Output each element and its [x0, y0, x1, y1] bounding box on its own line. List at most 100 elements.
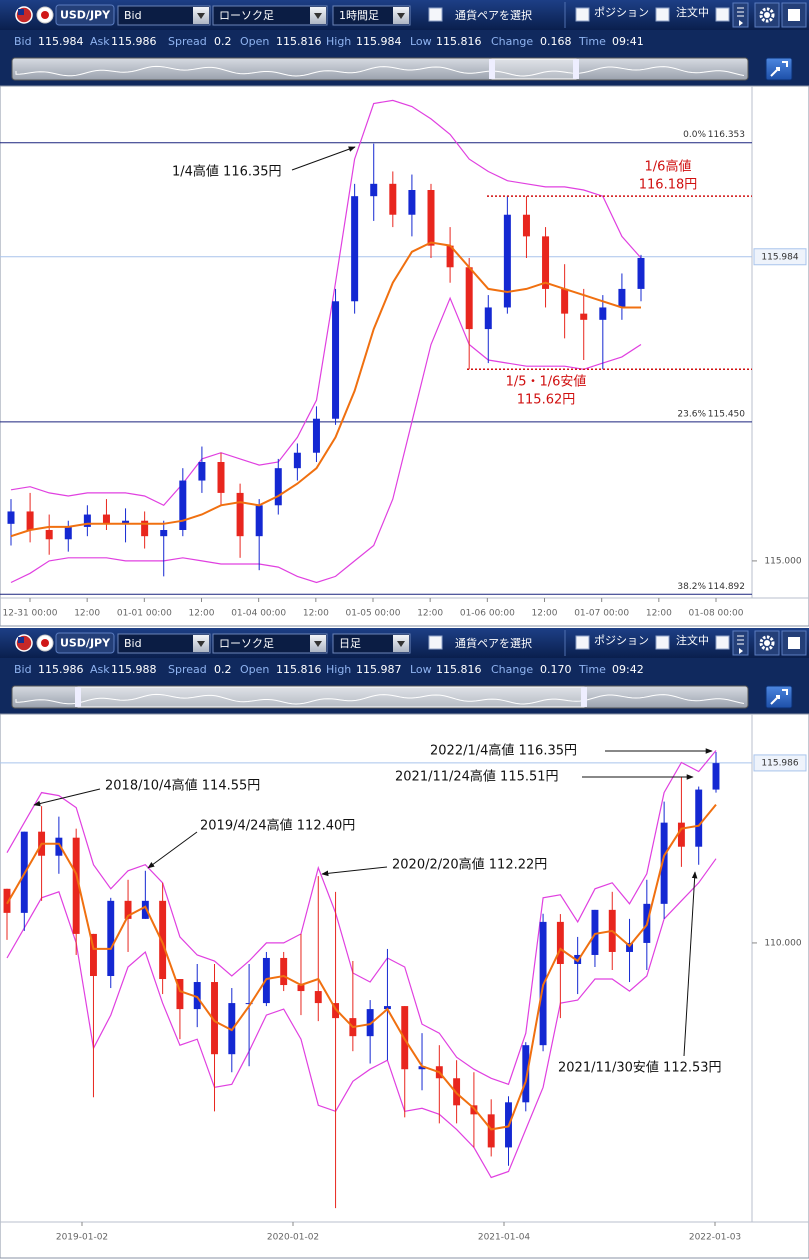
candle-body [599, 307, 607, 320]
moving-average [6, 803, 717, 1131]
x-tick-label: 2022-01-03 [689, 1233, 741, 1243]
dropdown[interactable] [212, 633, 328, 654]
quote-label: Open [240, 35, 269, 48]
quote-label: Open [240, 663, 269, 676]
dropdown-label: Bid [124, 637, 142, 650]
nav-handle[interactable] [75, 687, 81, 707]
checkbox-select-pair[interactable] [428, 635, 443, 650]
fib-value: 114.892 [708, 582, 745, 592]
candle-body [660, 822, 668, 904]
quote-label: Ask [90, 663, 110, 676]
dropdown[interactable] [332, 5, 411, 26]
pair-button[interactable] [55, 4, 115, 26]
x-tick-label: 12:00 [303, 609, 329, 619]
navigator[interactable] [11, 685, 749, 709]
chart: 12-31 00:00 12:00 01-01 00:00 12:00 01-04 00… [0, 85, 809, 627]
candle-body [383, 1006, 391, 1010]
dropdown-label: 1時間足 [339, 9, 379, 22]
candle-body [366, 1009, 374, 1037]
candle-body [198, 462, 206, 481]
chart-area [0, 85, 809, 627]
orders-label: 注文中 [676, 633, 709, 647]
navigator-window[interactable] [77, 686, 585, 708]
checkbox-extra[interactable] [715, 7, 730, 22]
candle-body [446, 245, 454, 268]
nav-handle[interactable] [573, 59, 579, 79]
candle-body [465, 267, 473, 330]
navigator[interactable] [11, 57, 749, 81]
candle-body [312, 418, 320, 453]
quote-value: 115.984 [356, 35, 402, 48]
candle-body [107, 900, 115, 977]
bollinger-lower [6, 858, 717, 1179]
gear [759, 635, 775, 651]
x-tick-label: 12-31 00:00 [3, 609, 58, 619]
checkbox-orders[interactable] [655, 7, 670, 22]
dropdown-arrow [397, 641, 405, 647]
checkbox-position[interactable] [575, 635, 590, 650]
dropdown[interactable] [117, 5, 211, 26]
nav-handle[interactable] [581, 687, 587, 707]
chart-area [0, 713, 809, 1259]
annotation: 2021/11/24高値 115.51円 [395, 769, 559, 785]
menu-caret [739, 648, 743, 654]
y-tick-label: 110.000 [764, 938, 801, 948]
last-price-box [753, 754, 807, 772]
window-icon [788, 637, 800, 649]
quote-value: 09:41 [612, 35, 644, 48]
quote-label: High [326, 35, 351, 48]
annotation-arrow [33, 788, 101, 807]
navigator-line [15, 65, 745, 77]
dropdown-label: Bid [124, 9, 142, 22]
x-tick-label: 2019-01-02 [56, 1233, 108, 1243]
checkbox-extra[interactable] [715, 635, 730, 650]
checkbox-position[interactable] [575, 7, 590, 22]
candle-body [637, 258, 645, 289]
annotation: 2021/11/30安値 112.53円 [558, 1060, 722, 1076]
candle-body [522, 1045, 530, 1103]
menu-button[interactable] [732, 2, 749, 28]
x-tick-label: 01-08 00:00 [689, 609, 744, 619]
fib-name: 0.0% [683, 130, 706, 140]
window-icon [788, 9, 800, 21]
quote-value: 115.986 [38, 663, 84, 676]
menu-button[interactable] [732, 630, 749, 656]
navigator-window[interactable] [491, 58, 577, 80]
quote-value: 0.168 [540, 35, 572, 48]
dropdown[interactable] [332, 633, 411, 654]
dropdown-label: 日足 [339, 637, 361, 650]
position-label: ポジション [594, 634, 649, 647]
dropdown[interactable] [117, 633, 211, 654]
settings-button[interactable] [754, 2, 780, 28]
panel-header: USD/JPY Bid ローソク足 1時間足 通貨ペアを選択 ポジション 注文中 Bid 115… [0, 0, 809, 86]
quote-value: 115.816 [276, 663, 322, 676]
gear-hub [764, 12, 770, 18]
quote-value: 115.987 [356, 663, 402, 676]
bollinger-upper [10, 99, 642, 507]
fib-name: 38.2% [677, 582, 706, 592]
checkbox-orders[interactable] [655, 635, 670, 650]
select-pair-label: 通貨ペアを選択 [455, 636, 532, 650]
candle-body [332, 1003, 340, 1019]
candle-body [211, 982, 218, 1055]
quote-label: Spread [168, 663, 207, 676]
quote-label: Low [410, 663, 432, 676]
pair-button[interactable] [55, 632, 115, 654]
quote-value: 0.170 [540, 663, 572, 676]
candle-body [418, 1066, 426, 1070]
x-tick-label: 01-01 00:00 [117, 609, 172, 619]
nav-handle[interactable] [489, 59, 495, 79]
menu-caret [739, 20, 743, 26]
dropdown-arrow [397, 13, 405, 19]
x-tick-label: 12:00 [646, 609, 672, 619]
annotation-arrow [147, 831, 198, 869]
quote-value: 115.816 [436, 35, 482, 48]
candle-body [141, 520, 149, 537]
checkbox-select-pair[interactable] [428, 7, 443, 22]
candle-body [26, 511, 34, 530]
dropdown[interactable] [212, 5, 328, 26]
x-tick-label: 01-06 00:00 [460, 609, 515, 619]
chart: 2019-01-02 2020-01-02 2021-01-04 2022-01-03… [0, 713, 809, 1259]
flag-jp-sun [41, 11, 49, 19]
